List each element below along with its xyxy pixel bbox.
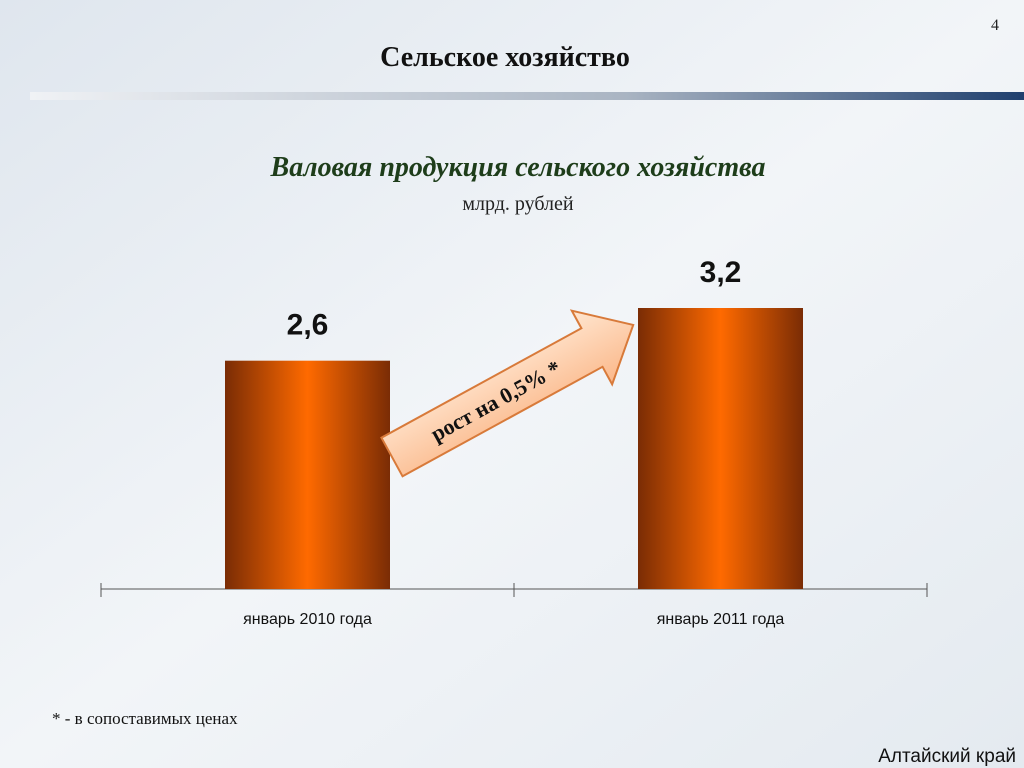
value-label: 3,2: [700, 256, 742, 289]
bar: [225, 360, 390, 589]
value-label: 2,6: [287, 309, 329, 342]
footer: Алтайский край: [878, 746, 1016, 767]
chart-title: Валовая продукция сельского хозяйства: [270, 152, 766, 183]
plot: 2,6 январь 2010 года 3,2 январь 2011 года: [100, 256, 928, 628]
footnote: * - в сопоставимых ценах: [52, 709, 238, 728]
slide-title: Сельское хозяйство: [380, 42, 630, 73]
page-number: 4: [991, 17, 999, 34]
x-tick-label: январь 2011 года: [657, 611, 785, 628]
x-tick-label: январь 2010 года: [243, 611, 372, 628]
chart-subtitle: млрд. рублей: [462, 193, 574, 215]
bar: [638, 308, 803, 589]
arrow-shape: [380, 309, 635, 478]
header-band: [30, 92, 1024, 100]
